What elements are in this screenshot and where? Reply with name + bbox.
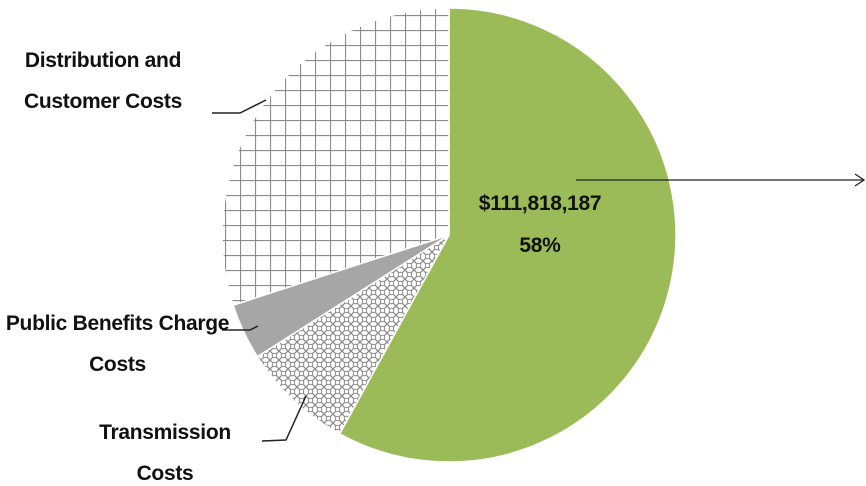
amount-label: $111,818,187 [478, 192, 602, 215]
pie [221, 7, 677, 463]
slice-label: Transmission Costs [99, 421, 231, 485]
pie-slice [338, 7, 677, 463]
leader-line [212, 99, 267, 114]
pie-slice [221, 7, 450, 307]
leader-line [222, 325, 259, 331]
slice-label: Distribution and Customer Costs [24, 49, 182, 113]
value-label: 58% [519, 234, 561, 257]
pie-slice [256, 234, 450, 435]
arrow-head [854, 173, 866, 187]
slice-label: Public Benefits Charge Costs [5, 312, 230, 376]
leader-line [261, 395, 307, 442]
